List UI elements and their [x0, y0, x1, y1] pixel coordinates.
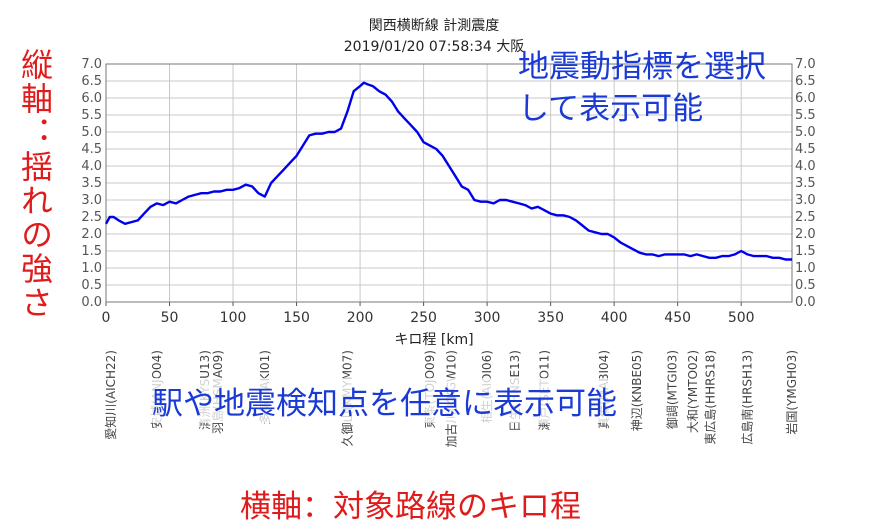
x-tick-label: 200	[347, 310, 374, 326]
plot-frame	[105, 63, 793, 303]
chart-title: 関西横断線 計測震度	[369, 18, 499, 34]
x-axis-label: キロ程 [km]	[394, 332, 473, 348]
tick-labels: 0.0 0.0 0.5 0.5 1.0 1.0 1.5 1.5 2.0 2.0 2.5 2.5 3.0 3…	[81, 57, 815, 326]
grid-lines	[105, 63, 792, 303]
y-tick-label-right: 5.0	[795, 125, 816, 140]
y-tick-label-left: 2.0	[81, 227, 102, 242]
y-tick-label-left: 5.5	[81, 108, 102, 123]
station-label: 広島南(HRSH13)	[740, 350, 755, 445]
station-label: 神辺(KNBE05)	[630, 350, 644, 431]
x-tick-label: 0	[102, 310, 111, 326]
y-tick-label-left: 1.0	[81, 261, 102, 276]
station-label: 大和(YMTO02)	[686, 350, 700, 433]
x-tick-label: 150	[283, 310, 310, 326]
y-tick-label-left: 7.0	[81, 57, 102, 72]
y-tick-label-left: 0.5	[81, 278, 102, 293]
chart-subtitle: 2019/01/20 07:58:34 大阪	[344, 39, 524, 55]
y-tick-label-right: 4.0	[795, 159, 816, 174]
axes	[105, 63, 793, 306]
y-tick-label-right: 1.5	[795, 244, 816, 259]
y-tick-label-left: 3.5	[81, 176, 102, 191]
y-tick-label-left: 6.0	[81, 91, 102, 106]
y-tick-label-left: 3.0	[81, 193, 102, 208]
chart-titles: 関西横断線 計測震度 2019/01/20 07:58:34 大阪 キロ程 [k…	[344, 18, 524, 348]
y-tick-label-right: 3.0	[795, 193, 816, 208]
y-tick-label-right: 2.0	[795, 227, 816, 242]
x-tick-label: 450	[664, 310, 691, 326]
y-tick-label-left: 5.0	[81, 125, 102, 140]
series-line	[104, 81, 792, 261]
y-tick-label-right: 5.5	[795, 108, 816, 123]
x-tick-label: 50	[161, 310, 179, 326]
annotation-index-select-line2: して表示可能	[518, 91, 704, 127]
y-tick-label-right: 1.0	[795, 261, 816, 276]
y-tick-label-right: 3.5	[795, 176, 816, 191]
y-tick-label-right: 0.5	[795, 278, 816, 293]
x-tick-label: 400	[601, 310, 628, 326]
x-tick-label: 350	[537, 310, 564, 326]
x-tick-label: 250	[410, 310, 437, 326]
station-label: 愛知川(AICH22)	[104, 350, 118, 440]
series-lines	[104, 81, 792, 261]
x-tick-label: 300	[474, 310, 501, 326]
annotation-stations: 駅や地震検知点を任意に表示可能	[148, 378, 621, 423]
y-tick-label-left: 0.0	[81, 295, 102, 310]
annotation-index-select: 地震動指標を選択 して表示可能	[518, 46, 766, 130]
y-tick-label-right: 0.0	[795, 295, 816, 310]
y-tick-label-left: 4.5	[81, 142, 102, 157]
y-tick-label-left: 2.5	[81, 210, 102, 225]
y-tick-label-left: 6.5	[81, 74, 102, 89]
y-tick-label-right: 2.5	[795, 210, 816, 225]
y-tick-label-right: 6.5	[795, 74, 816, 89]
y-tick-label-right: 7.0	[795, 57, 816, 72]
annotation-horizontal-axis: 横軸：対象路線のキロ程	[240, 489, 581, 525]
station-label: 東広島(HHRS18)	[703, 350, 718, 445]
y-tick-label-left: 4.0	[81, 159, 102, 174]
x-tick-label: 500	[728, 310, 755, 326]
x-tick-label: 100	[220, 310, 247, 326]
y-tick-label-right: 4.5	[795, 142, 816, 157]
annotation-index-select-line1: 地震動指標を選択	[518, 49, 766, 85]
annotation-vertical-axis: 縦軸：揺れの強さ	[16, 48, 54, 320]
station-label: 御調(MTGI03)	[665, 350, 680, 429]
y-tick-label-left: 1.5	[81, 244, 102, 259]
station-label: 岩国(YMGH03)	[784, 350, 799, 435]
y-tick-label-right: 6.0	[795, 91, 816, 106]
